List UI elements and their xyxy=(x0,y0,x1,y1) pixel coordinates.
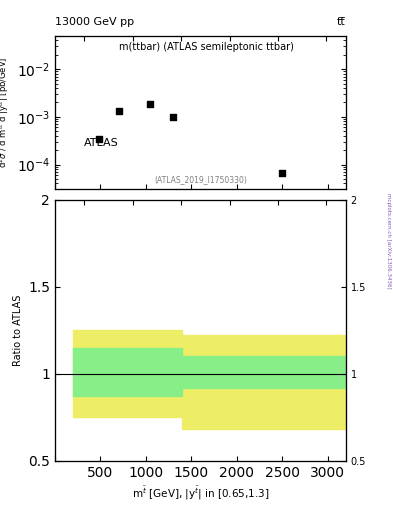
X-axis label: m$^{\bar{t}}$ [GeV], |y$^{\bar{t}}$| in [0.65,1.3]: m$^{\bar{t}}$ [GeV], |y$^{\bar{t}}$| in … xyxy=(132,485,269,502)
Text: mcplots.cern.ch [arXiv:1306.3436]: mcplots.cern.ch [arXiv:1306.3436] xyxy=(386,193,391,288)
Y-axis label: Ratio to ATLAS: Ratio to ATLAS xyxy=(13,294,23,366)
Point xyxy=(170,113,176,121)
Point xyxy=(147,100,154,108)
Point xyxy=(279,169,285,178)
Text: m(ttbar) (ATLAS semileptonic ttbar): m(ttbar) (ATLAS semileptonic ttbar) xyxy=(119,42,294,52)
Point xyxy=(116,106,122,115)
Text: tt̅: tt̅ xyxy=(337,16,346,27)
Text: (ATLAS_2019_I1750330): (ATLAS_2019_I1750330) xyxy=(154,175,247,184)
Text: ATLAS: ATLAS xyxy=(84,138,119,148)
Y-axis label: d$^2\sigma$ / d m$^{\^{t}\bar{t}}$ d |y$^{\^{t}\bar{t}}$| [pb/GeV]: d$^2\sigma$ / d m$^{\^{t}\bar{t}}$ d |y$… xyxy=(0,57,11,168)
Text: 13000 GeV pp: 13000 GeV pp xyxy=(55,16,134,27)
Point xyxy=(95,135,102,143)
